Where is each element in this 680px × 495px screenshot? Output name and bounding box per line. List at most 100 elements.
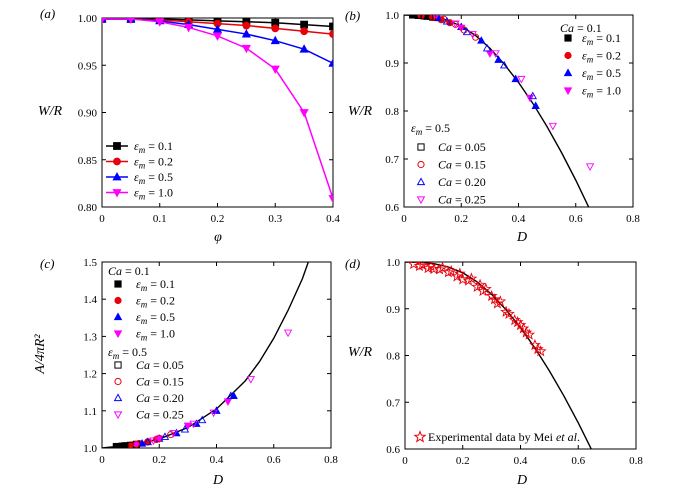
data-point	[453, 267, 466, 279]
data-point	[149, 437, 158, 446]
legend-val: = 1.0	[593, 84, 621, 98]
legend-sym: ε	[582, 84, 587, 98]
legend-marker	[563, 68, 573, 77]
legend-marker	[113, 157, 121, 166]
legend-marker	[417, 143, 425, 151]
legend-entry: Experimental data by Mei et al.	[428, 430, 580, 444]
data-point	[477, 36, 486, 44]
legend: εm = 0.1εm = 0.2εm = 0.5εm = 1.0	[106, 139, 173, 202]
legend-title: Ca = 0.1	[560, 21, 602, 35]
legend-val: = 0.5	[147, 310, 175, 324]
legend-val: = 0.20	[150, 391, 184, 405]
data-point	[511, 316, 524, 328]
plot-area	[102, 18, 333, 204]
legend-entry: εm = 1.0	[134, 186, 173, 202]
x-tick-label: 0.8	[629, 455, 643, 467]
panel-d: 0 0.2 0.4 0.6 0.8 0.6 0.7 0.8 0.9 1.0 (d) D W/R Exper…	[345, 256, 643, 488]
data-point	[241, 29, 251, 38]
legend-entry: εm = 0.5	[582, 66, 621, 82]
y-tick-label: 1.00	[78, 13, 98, 25]
data-point	[329, 30, 333, 38]
plot-frame	[404, 261, 637, 450]
legend-sym: ε	[136, 294, 141, 308]
x-tick-label: 0.4	[512, 213, 526, 225]
data-point	[407, 262, 420, 270]
legend-marker	[113, 312, 123, 321]
y-tick-label: 1.4	[83, 294, 97, 306]
legend-sub: m	[587, 37, 594, 47]
legend-marker	[113, 393, 123, 402]
legend: Experimental data by Mei et al.	[413, 430, 580, 444]
y-tick-label: 1.0	[83, 443, 97, 455]
legend-text-italic: et al	[556, 430, 578, 444]
data-point	[420, 15, 428, 20]
data-point	[155, 18, 165, 27]
data-point	[241, 44, 251, 54]
y-tick-label: 0.9	[386, 304, 400, 316]
legend-val: = 0.5	[593, 66, 621, 80]
y-axis-label: W/R	[348, 104, 373, 119]
legend-val: = 0.25	[150, 408, 184, 422]
y-tick-label: 1.1	[83, 406, 97, 418]
x-tick-label: 0.4	[326, 213, 340, 225]
panel-label: (a)	[40, 6, 55, 21]
x-tick-label: 0.2	[211, 213, 225, 225]
x-tick-label: 0	[401, 213, 407, 225]
x-axis-label: φ	[214, 230, 222, 245]
legend-title-sym: Ca	[560, 21, 574, 35]
legend-entry: Ca = 0.20	[136, 391, 184, 405]
data-point	[500, 60, 509, 69]
legend-sym: Ca	[136, 408, 150, 422]
legend-entry: εm = 1.0	[582, 84, 621, 100]
data-point	[121, 442, 129, 448]
data-point	[132, 441, 141, 448]
data-point	[271, 24, 280, 33]
legend-marker	[563, 87, 573, 96]
data-point	[429, 15, 437, 21]
data-point	[143, 437, 152, 446]
legend-sym: Ca	[136, 358, 150, 372]
data-point	[299, 44, 309, 53]
legend-marker	[113, 330, 123, 339]
y-tick-label: 1.0	[385, 10, 399, 22]
x-tick-label: 0.2	[456, 455, 470, 467]
legend-entry: εm = 0.1	[582, 31, 621, 47]
data-point	[270, 65, 280, 74]
data-point	[169, 430, 178, 438]
legend-entry: Ca = 0.15	[438, 158, 486, 172]
data-point	[180, 424, 190, 433]
data-point	[529, 338, 541, 351]
legend-val: = 0.05	[452, 140, 486, 154]
legend-val: = 0.25	[452, 193, 486, 207]
data-point	[494, 55, 503, 63]
data-point	[115, 442, 123, 448]
legend-title-sym: Ca	[108, 264, 122, 278]
data-point	[436, 262, 449, 273]
legend-marker	[114, 377, 122, 386]
legend-title-sub: m	[416, 127, 423, 137]
x-tick-label: 0.6	[267, 454, 281, 466]
data-point	[212, 32, 223, 41]
legend-title-sym: ε	[108, 345, 113, 359]
legend-sub: m	[139, 176, 146, 186]
legend-title: εm = 0.5	[411, 121, 450, 137]
legend-sub: m	[587, 90, 594, 100]
data-point	[132, 440, 140, 448]
legend-val: = 0.20	[452, 175, 486, 189]
y-tick-label: 0.6	[385, 202, 399, 214]
data-point	[102, 18, 106, 24]
data-point	[299, 109, 309, 118]
x-tick-label: 0.6	[571, 455, 585, 467]
plot-area	[404, 15, 595, 207]
x-tick-label: 0.3	[268, 213, 282, 225]
legend-entry: εm = 0.1	[134, 139, 173, 155]
legend-sub: m	[141, 316, 148, 326]
legend-sub: m	[141, 333, 148, 343]
legend-marker	[112, 172, 122, 181]
x-axis-label: D	[516, 473, 527, 488]
legend-sub: m	[139, 192, 146, 202]
data-point	[456, 273, 469, 285]
legend-sym: Ca	[136, 391, 150, 405]
legend-sym: ε	[136, 277, 141, 291]
